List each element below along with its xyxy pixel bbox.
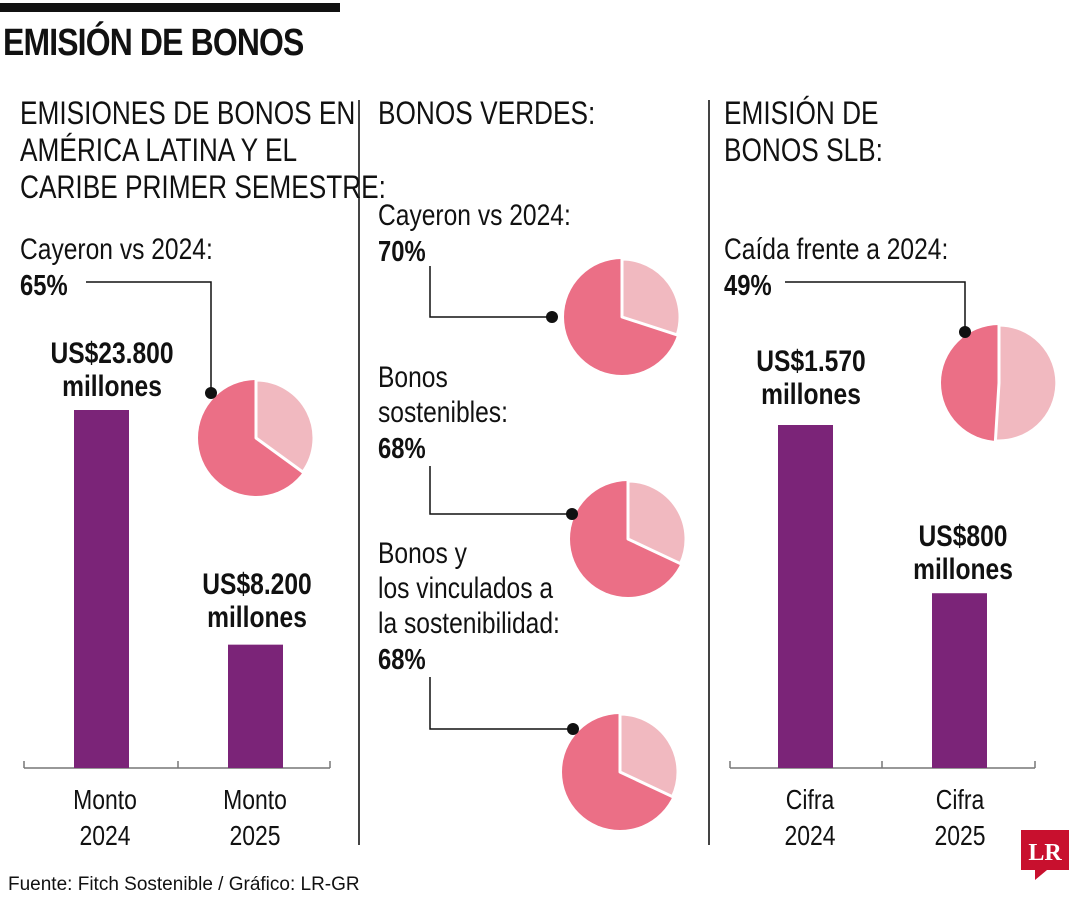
- column-divider-1: [358, 100, 360, 845]
- category-line: Monto: [73, 784, 137, 815]
- pie-slb-remainder-slice: [993, 323, 1059, 443]
- leader-slb-dot: [959, 326, 971, 338]
- note-line: sostenibles:: [378, 396, 508, 429]
- leader-sustainability-linked-line: [429, 677, 573, 730]
- bar-value-amount: US$1.570: [756, 345, 866, 378]
- right-percent: 49%: [724, 270, 772, 302]
- logo-badge: [1021, 830, 1069, 880]
- pie-sustainable-remainder-slice: [626, 479, 688, 566]
- left-heading-line-1: EMISIONES DE BONOS EN: [20, 95, 356, 131]
- leader-sustainability-linked-dot: [567, 723, 579, 735]
- right-note: Caída frente a 2024:: [724, 233, 949, 266]
- left-heading-line-2: AMÉRICA LATINA Y EL: [20, 132, 298, 168]
- bar-value-amount: US$23.800: [50, 337, 174, 370]
- page-title: EMISIÓN DE BONOS: [3, 22, 304, 64]
- bar-value-label-cifra-2025: US$800 millones: [873, 520, 1053, 586]
- category-line: 2025: [934, 820, 986, 851]
- middle-percent-3: 68%: [378, 644, 426, 676]
- category-label-monto-2025: Monto 2025: [198, 782, 313, 854]
- pie-sustainability-linked-remainder-slice: [618, 712, 680, 799]
- leader-sustainable-dot: [566, 508, 578, 520]
- note-line: Bonos y: [378, 537, 467, 570]
- note-line: Bonos: [378, 361, 448, 394]
- category-line: 2024: [79, 820, 131, 851]
- lr-logo: LR: [1021, 830, 1069, 880]
- category-label-cifra-2024: Cifra 2024: [753, 782, 868, 854]
- category-line: Cifra: [785, 784, 835, 815]
- top-rule: [0, 3, 340, 12]
- middle-percent-2: 68%: [378, 433, 426, 465]
- category-line: Monto: [223, 784, 287, 815]
- source-note: Fuente: Fitch Sostenible / Gráfico: LR-G…: [8, 874, 360, 895]
- logo-text: LR: [1028, 840, 1062, 866]
- category-label-cifra-2025: Cifra 2025: [903, 782, 1018, 854]
- middle-percent-1: 70%: [378, 236, 426, 268]
- category-line: 2025: [229, 820, 281, 851]
- leader-slb-line: [785, 281, 966, 332]
- bar-value-amount: US$800: [918, 520, 1008, 553]
- bar-value-label-2024: US$23.800 millones: [22, 337, 202, 403]
- right-heading-line-1: EMISIÓN DE: [724, 95, 879, 131]
- left-heading-line-3: CARIBE PRIMER SEMESTRE:: [20, 169, 386, 205]
- bar-value-unit: millones: [913, 553, 1013, 586]
- leader-latam-dot: [205, 387, 217, 399]
- left-percent: 65%: [20, 270, 68, 302]
- slb-bond-bar-0: [778, 425, 833, 768]
- note-line: los vinculados a: [378, 572, 554, 605]
- latam-bond-bar-1: [228, 644, 283, 768]
- leader-green-line: [429, 266, 552, 318]
- left-note: Cayeron vs 2024:: [20, 233, 213, 266]
- middle-note-3: Bonos y los vinculados a la sostenibilid…: [378, 536, 560, 641]
- category-line: 2024: [784, 820, 836, 851]
- latam-bond-bar-0: [74, 410, 129, 768]
- pie-latam-remainder-slice: [254, 378, 316, 474]
- middle-panel-heading: BONOS VERDES:: [378, 95, 596, 131]
- right-panel-heading: EMISIÓN DE BONOS SLB:: [724, 95, 883, 169]
- middle-note-1: Cayeron vs 2024:: [378, 199, 571, 232]
- note-line: la sostenibilidad:: [378, 607, 560, 640]
- bar-value-unit: millones: [207, 601, 307, 634]
- bar-value-unit: millones: [761, 378, 861, 411]
- column-divider-2: [708, 100, 710, 845]
- category-label-monto-2024: Monto 2024: [48, 782, 163, 854]
- leader-sustainable-line: [429, 466, 572, 515]
- bar-value-unit: millones: [62, 370, 162, 403]
- right-heading-line-2: BONOS SLB:: [724, 132, 883, 168]
- pie-green-remainder-slice: [620, 257, 682, 337]
- middle-note-2: Bonos sostenibles:: [378, 360, 508, 430]
- left-panel-heading: EMISIONES DE BONOS EN AMÉRICA LATINA Y E…: [20, 95, 386, 206]
- leader-green-dot: [546, 311, 558, 323]
- bar-value-label-cifra-2024: US$1.570 millones: [721, 345, 901, 411]
- leader-latam-line: [86, 281, 212, 393]
- category-line: Cifra: [935, 784, 985, 815]
- bar-value-amount: US$8.200: [202, 568, 312, 601]
- slb-bond-bar-1: [932, 593, 987, 768]
- bar-value-label-2025: US$8.200 millones: [167, 568, 347, 634]
